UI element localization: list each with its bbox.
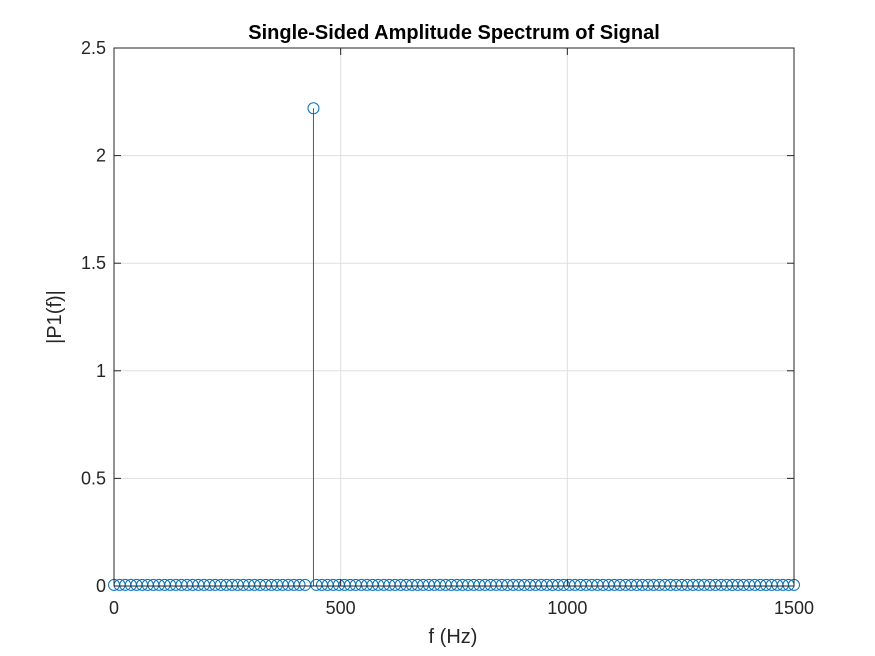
x-tick-labels: 0 500 1000 1500 bbox=[109, 598, 814, 618]
y-tick-label: 2 bbox=[96, 146, 106, 166]
chart-title: Single-Sided Amplitude Spectrum of Signa… bbox=[248, 22, 660, 44]
axes-box bbox=[113, 47, 795, 587]
x-tick-label: 500 bbox=[326, 598, 356, 618]
y-tick-labels: 0 0.5 1 1.5 2 2.5 bbox=[81, 38, 106, 596]
ticks bbox=[113, 47, 795, 587]
y-tick-label: 2.5 bbox=[81, 38, 106, 58]
plot-area bbox=[114, 48, 794, 586]
grid bbox=[114, 48, 794, 586]
x-tick-label: 1000 bbox=[547, 598, 587, 618]
axes: 0 500 1000 1500 0 0.5 1 1.5 2 2.5 bbox=[81, 38, 814, 618]
x-tick-label: 1500 bbox=[774, 598, 814, 618]
y-axis-label: |P1(f)| bbox=[44, 290, 66, 344]
x-axis-label: f (Hz) bbox=[429, 626, 478, 648]
y-tick-label: 1.5 bbox=[81, 253, 106, 273]
y-tick-label: 1 bbox=[96, 361, 106, 381]
y-tick-label: 0 bbox=[96, 576, 106, 596]
x-tick-label: 0 bbox=[109, 598, 119, 618]
y-tick-label: 0.5 bbox=[81, 468, 106, 488]
stem-marker bbox=[307, 102, 320, 115]
